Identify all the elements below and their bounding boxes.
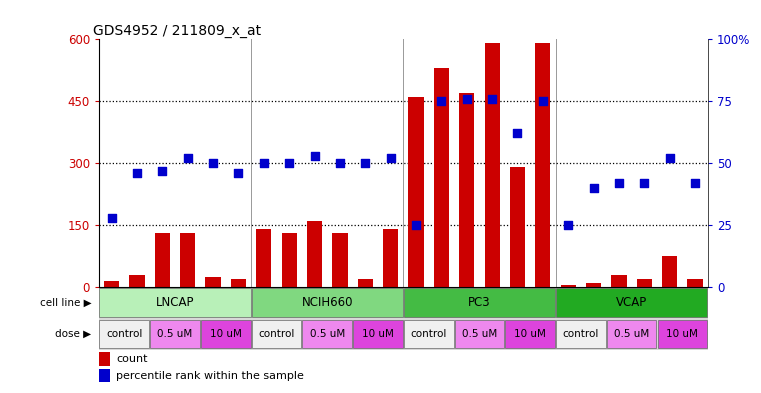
Bar xyxy=(510,167,525,287)
Point xyxy=(384,155,396,161)
Bar xyxy=(409,97,424,287)
Point xyxy=(689,180,701,186)
Point xyxy=(664,155,676,161)
Point xyxy=(410,222,422,228)
Bar xyxy=(99,352,110,365)
Point xyxy=(156,167,168,174)
Text: 10 uM: 10 uM xyxy=(362,329,394,339)
Bar xyxy=(434,68,449,287)
Bar xyxy=(687,279,702,287)
Text: control: control xyxy=(106,329,142,339)
Bar xyxy=(205,277,221,287)
Bar xyxy=(100,320,149,348)
Bar xyxy=(302,320,352,348)
Text: 0.5 uM: 0.5 uM xyxy=(614,329,649,339)
Bar xyxy=(586,283,601,287)
Bar xyxy=(333,233,348,287)
Text: LNCAP: LNCAP xyxy=(156,296,194,309)
Text: 0.5 uM: 0.5 uM xyxy=(158,329,193,339)
Bar xyxy=(556,288,707,317)
Bar xyxy=(607,320,657,348)
Point xyxy=(106,215,118,221)
Bar xyxy=(637,279,652,287)
Text: dose ▶: dose ▶ xyxy=(56,329,91,339)
Point xyxy=(537,98,549,104)
Text: cell line ▶: cell line ▶ xyxy=(40,298,91,308)
Bar xyxy=(201,320,250,348)
Bar xyxy=(150,320,200,348)
Text: 10 uM: 10 uM xyxy=(514,329,546,339)
Point xyxy=(460,95,473,102)
Point xyxy=(511,130,524,136)
Point xyxy=(207,160,219,166)
Bar xyxy=(485,43,500,287)
Text: GDS4952 / 211809_x_at: GDS4952 / 211809_x_at xyxy=(93,24,261,38)
Bar xyxy=(307,221,322,287)
Text: PC3: PC3 xyxy=(468,296,491,309)
Bar xyxy=(535,43,550,287)
Point xyxy=(562,222,575,228)
Point xyxy=(638,180,651,186)
Point xyxy=(359,160,371,166)
Point xyxy=(131,170,143,176)
Bar xyxy=(154,233,170,287)
Bar xyxy=(658,320,707,348)
Point xyxy=(258,160,270,166)
Bar xyxy=(129,274,145,287)
Bar xyxy=(99,369,110,382)
Text: 10 uM: 10 uM xyxy=(667,329,699,339)
Point xyxy=(486,95,498,102)
Point xyxy=(308,152,320,159)
Bar xyxy=(353,320,403,348)
Bar xyxy=(459,93,474,287)
Point xyxy=(182,155,194,161)
Bar xyxy=(404,288,555,317)
Text: NCIH660: NCIH660 xyxy=(301,296,353,309)
Bar xyxy=(252,320,301,348)
Point xyxy=(232,170,244,176)
Point xyxy=(283,160,295,166)
Bar xyxy=(252,288,403,317)
Bar xyxy=(556,320,606,348)
Text: percentile rank within the sample: percentile rank within the sample xyxy=(116,371,304,380)
Text: control: control xyxy=(258,329,295,339)
Text: VCAP: VCAP xyxy=(616,296,648,309)
Text: 0.5 uM: 0.5 uM xyxy=(462,329,497,339)
Text: 10 uM: 10 uM xyxy=(210,329,242,339)
Point xyxy=(435,98,447,104)
Bar xyxy=(100,288,250,317)
Bar xyxy=(662,256,677,287)
Bar xyxy=(454,320,505,348)
Point xyxy=(587,185,600,191)
Text: control: control xyxy=(410,329,447,339)
Text: count: count xyxy=(116,354,148,364)
Bar xyxy=(231,279,246,287)
Bar xyxy=(358,279,373,287)
Bar xyxy=(180,233,196,287)
Point xyxy=(613,180,625,186)
Bar xyxy=(383,229,398,287)
Bar xyxy=(505,320,555,348)
Bar xyxy=(282,233,297,287)
Point xyxy=(334,160,346,166)
Bar xyxy=(404,320,454,348)
Bar xyxy=(561,285,576,287)
Bar xyxy=(104,281,119,287)
Bar xyxy=(611,274,626,287)
Bar xyxy=(256,229,272,287)
Text: 0.5 uM: 0.5 uM xyxy=(310,329,345,339)
Text: control: control xyxy=(562,329,599,339)
